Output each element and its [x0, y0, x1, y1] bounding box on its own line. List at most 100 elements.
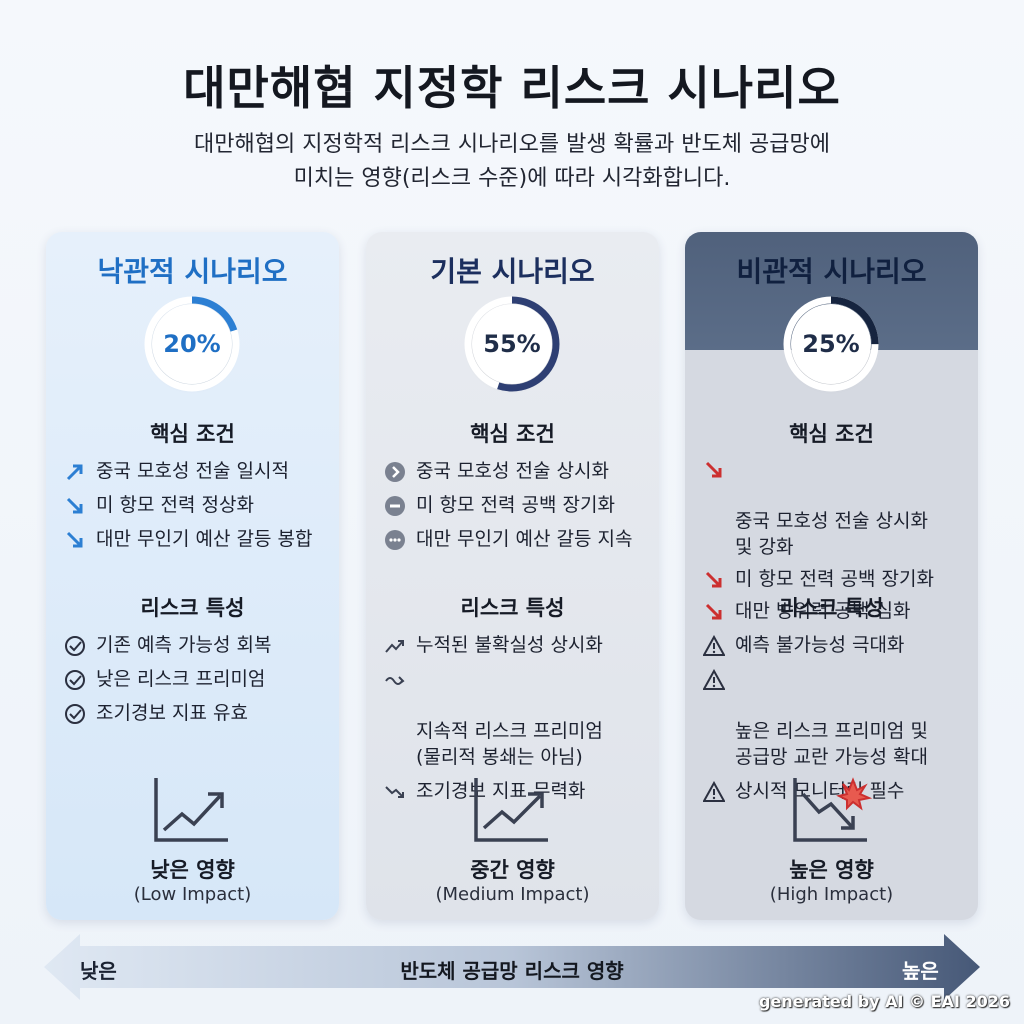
trait-text: 높은 리스크 프리미엄 및 공급망 교란 가능성 확대 — [735, 720, 928, 768]
chevron-circle-icon — [385, 462, 405, 482]
trait-text: 기존 예측 가능성 회복 — [96, 634, 272, 656]
list-item: 미 항모 전력 공백 장기화 — [384, 492, 654, 518]
condition-text: 중국 모호성 전술 상시화 및 강화 — [735, 510, 928, 558]
probability-label: 55% — [483, 330, 541, 358]
gauge-ring — [783, 296, 879, 392]
trend-chart-down-icon — [793, 777, 873, 842]
condition-text: 중국 모호성 전술 일시적 — [96, 460, 289, 482]
impact-label: 중간 영향 — [470, 858, 555, 882]
condition-text: 대만 무인기 예산 갈등 봉합 — [96, 528, 313, 550]
page-subtitle: 대만해협의 지정학적 리스크 시나리오를 발생 확률과 반도체 공급망에 미치는… — [112, 128, 912, 196]
probability-arc — [144, 296, 240, 392]
list-item: 중국 모호성 전술 일시적 — [64, 458, 334, 484]
subtitle-line-2: 미치는 영향(리스크 수준)에 따라 시각화합니다. — [293, 166, 731, 191]
scale-high-label: 높은 — [902, 959, 939, 983]
trait-text: 누적된 불확실성 상시화 — [416, 634, 603, 656]
conditions-title: 핵심 조건 — [789, 422, 874, 446]
condition-text: 대만 방위력 공백 심화 — [735, 600, 911, 622]
trend-up-icon — [385, 640, 404, 653]
scenario-card-base: 기본 시나리오 55% 핵심 조건 중국 모호성 전술 상시화 미 항모 전력 … — [366, 232, 659, 920]
warning-icon — [703, 635, 725, 656]
trend-chart-medium-icon — [474, 778, 548, 842]
trend-chart-up-icon — [154, 778, 228, 842]
scenario-card-optimistic: 낙관적 시나리오 20% 핵심 조건 중국 모호성 전술 일시적 미 항모 전력… — [46, 232, 339, 920]
probability-arc — [464, 296, 560, 392]
trait-text: 지속적 리스크 프리미엄 (물리적 봉쇄는 아님) — [416, 720, 603, 768]
gauge-ring — [464, 296, 560, 392]
probability-gauge: 25% — [781, 294, 881, 394]
impact-english: (High Impact) — [769, 884, 894, 905]
condition-text: 미 항모 전력 공백 장기화 — [416, 494, 615, 516]
list-item: 조기경보 지표 무력화 — [384, 778, 654, 804]
gauge-disc — [152, 304, 232, 384]
list-item: 대만 무인기 예산 갈등 봉합 — [64, 526, 334, 552]
list-item: 누적된 불확실성 상시화 — [384, 632, 654, 658]
list-item: 조기경보 지표 유효 — [64, 700, 334, 726]
traits-title: 리스크 특성 — [460, 596, 565, 620]
traits-list: 기존 예측 가능성 회복 낮은 리스크 프리미엄 조기경보 지표 유효 — [64, 632, 334, 726]
traits-list: 누적된 불확실성 상시화 지속적 리스크 프리미엄 (물리적 봉쇄는 아님) 조… — [384, 632, 654, 804]
arrow-down-right-icon — [66, 497, 83, 514]
warning-icon — [703, 781, 725, 802]
traits-title: 리스크 특성 — [779, 596, 884, 620]
scale-low-label: 낮은 — [80, 959, 117, 983]
probability-label: 20% — [163, 330, 221, 358]
trait-text: 낮은 리스크 프리미엄 — [96, 668, 266, 690]
red-arrow-down-right-icon — [705, 461, 722, 478]
red-arrow-down-right-icon — [705, 571, 722, 588]
probability-gauge: 20% — [142, 294, 242, 394]
conditions-list: 중국 모호성 전술 상시화 및 강화 미 항모 전력 공백 장기화 대만 방위력… — [703, 456, 973, 624]
gauge-ring — [144, 296, 240, 392]
list-item: 중국 모호성 전술 상시화 및 강화 — [703, 456, 973, 560]
red-arrow-down-right-icon — [705, 603, 722, 620]
trait-text: 조기경보 지표 무력화 — [416, 780, 586, 802]
list-item: 미 항모 전력 공백 장기화 — [703, 566, 973, 592]
trend-down-icon — [385, 786, 404, 798]
impact-label: 낮은 영향 — [150, 858, 235, 882]
warning-icon — [703, 669, 725, 690]
page-title: 대만해협 지정학 리스크 시나리오 — [183, 61, 841, 115]
arrow-up-right-icon — [66, 464, 83, 481]
scale-title: 반도체 공급망 리스크 영향 — [400, 959, 624, 983]
list-item: 낮은 리스크 프리미엄 — [64, 666, 334, 692]
condition-text: 미 항모 전력 공백 장기화 — [735, 568, 934, 590]
gauge-disc — [791, 304, 871, 384]
traits-title: 리스크 특성 — [140, 596, 245, 620]
minus-circle-icon — [385, 496, 405, 516]
list-item: 중국 모호성 전술 상시화 — [384, 458, 654, 484]
probability-gauge: 55% — [462, 294, 562, 394]
condition-text: 미 항모 전력 정상화 — [96, 494, 254, 516]
gauge-disc — [472, 304, 552, 384]
scenario-card-pessimistic: 비관적 시나리오 25% 핵심 조건 중국 모호성 전술 상시화 및 강화 미 … — [685, 232, 978, 920]
impact-english: (Low Impact) — [133, 884, 252, 905]
scenario-title: 낙관적 시나리오 — [97, 255, 288, 288]
list-item: 높은 리스크 프리미엄 및 공급망 교란 가능성 확대 — [703, 666, 973, 770]
list-item: 지속적 리스크 프리미엄 (물리적 봉쇄는 아님) — [384, 666, 654, 770]
check-circle-icon — [65, 704, 85, 724]
trait-text: 조기경보 지표 유효 — [96, 702, 248, 724]
list-item: 기존 예측 가능성 회복 — [64, 632, 334, 658]
conditions-title: 핵심 조건 — [470, 422, 555, 446]
list-item: 대만 방위력 공백 심화 — [703, 598, 973, 624]
footer-credit: generated by AI © EAI 2026 — [758, 992, 1010, 1011]
conditions-list: 중국 모호성 전술 일시적 미 항모 전력 정상화 대만 무인기 예산 갈등 봉… — [64, 458, 334, 552]
ellipsis-circle-icon — [385, 530, 405, 550]
check-circle-icon — [65, 670, 85, 690]
scenario-title: 비관적 시나리오 — [736, 255, 927, 288]
list-item: 예측 불가능성 극대화 — [703, 632, 973, 658]
probability-label: 25% — [802, 330, 860, 358]
risk-scale-arrow — [44, 934, 980, 1000]
list-item: 미 항모 전력 정상화 — [64, 492, 334, 518]
check-circle-icon — [65, 636, 85, 656]
conditions-title: 핵심 조건 — [150, 422, 235, 446]
scenario-title: 기본 시나리오 — [430, 255, 595, 288]
condition-text: 대만 무인기 예산 갈등 지속 — [416, 528, 633, 550]
subtitle-line-1: 대만해협의 지정학적 리스크 시나리오를 발생 확률과 반도체 공급망에 — [194, 132, 830, 157]
probability-arc — [783, 296, 879, 392]
conditions-list: 중국 모호성 전술 상시화 미 항모 전력 공백 장기화 대만 무인기 예산 갈… — [384, 458, 654, 552]
list-item: 대만 무인기 예산 갈등 지속 — [384, 526, 654, 552]
arrow-down-right-icon — [66, 531, 83, 548]
impact-label: 높은 영향 — [789, 858, 874, 882]
impact-english: (Medium Impact) — [435, 884, 590, 905]
wave-arrow-icon — [385, 676, 405, 685]
